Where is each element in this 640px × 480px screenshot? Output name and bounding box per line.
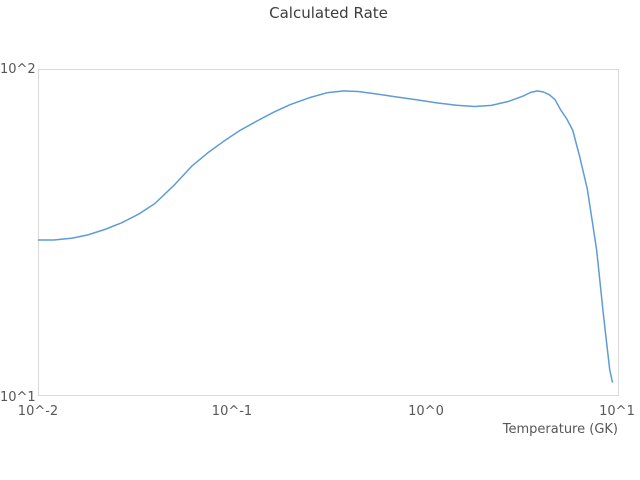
- plot-area: [38, 69, 619, 396]
- x-tick-label-0p01: 10^-2: [17, 404, 59, 419]
- x-tick-label-0p1: 10^-1: [211, 404, 253, 419]
- chart-title: Calculated Rate: [269, 4, 388, 22]
- y-tick-label-10: 10^1: [0, 390, 36, 405]
- x-tick-label-10: 10^1: [599, 404, 635, 419]
- x-tick-label-1: 10^0: [408, 404, 444, 419]
- y-tick-label-100: 10^2: [0, 62, 36, 77]
- x-axis-title: Temperature (GK): [502, 422, 618, 437]
